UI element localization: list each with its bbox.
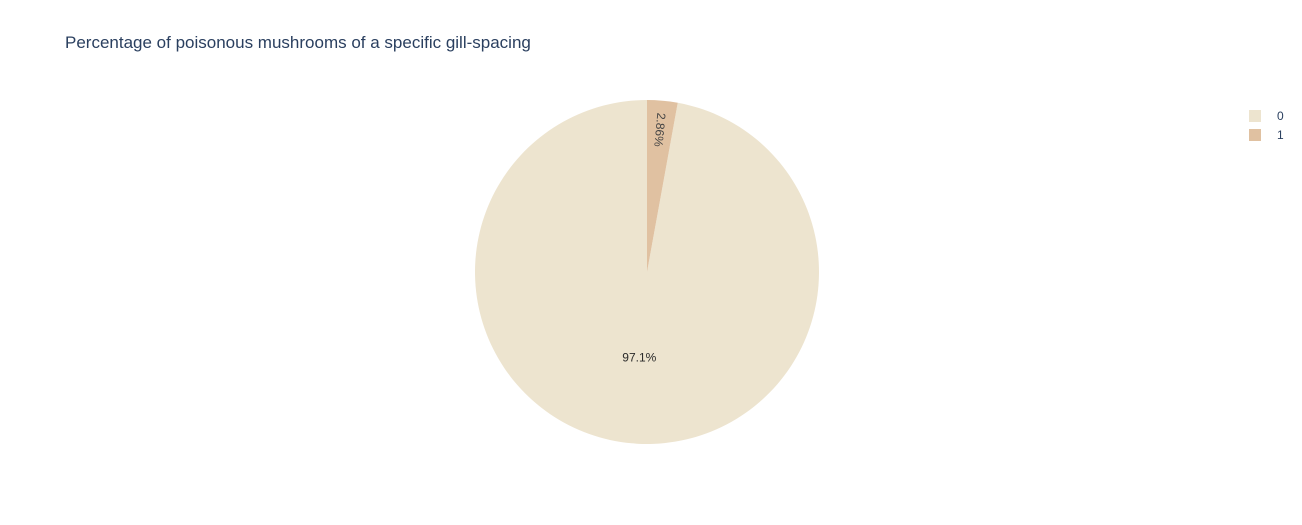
legend-item-1[interactable]: 1 bbox=[1249, 125, 1284, 144]
pie-slice-labels: 97.1% 2.86% bbox=[622, 112, 668, 364]
pie-slice-label-1: 2.86% bbox=[651, 112, 668, 147]
legend-item-0[interactable]: 0 bbox=[1249, 106, 1284, 125]
legend-label-1: 1 bbox=[1277, 127, 1284, 142]
legend-label-0: 0 bbox=[1277, 108, 1284, 123]
pie-slices bbox=[474, 99, 819, 445]
chart-title: Percentage of poisonous mushrooms of a s… bbox=[65, 33, 531, 52]
legend-swatch-1 bbox=[1249, 128, 1261, 141]
pie-slice-1[interactable] bbox=[647, 100, 678, 272]
legend: 0 1 bbox=[1249, 106, 1284, 144]
legend-swatch-0 bbox=[1249, 109, 1261, 122]
pie-slice-label-0: 97.1% bbox=[622, 351, 656, 365]
pie-slice-0[interactable] bbox=[474, 99, 819, 445]
